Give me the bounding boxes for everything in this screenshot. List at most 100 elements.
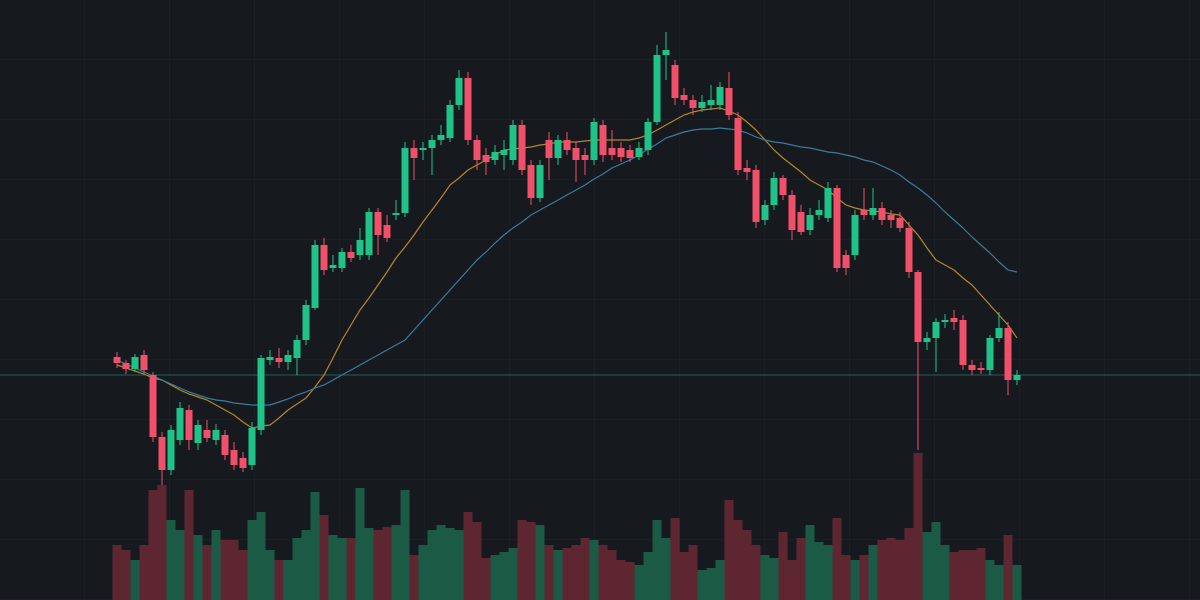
volume-bar (382, 527, 392, 600)
volume-bar (256, 512, 266, 600)
candle-body (851, 215, 859, 255)
volume-bar (157, 485, 167, 600)
candle-body (869, 208, 877, 215)
candle-body (860, 210, 868, 215)
candle-body (185, 410, 193, 440)
candle-body (1013, 375, 1021, 380)
volume-bar (679, 552, 689, 600)
volume-bar (1012, 565, 1022, 600)
candle-body (896, 218, 904, 228)
volume-bar (328, 535, 338, 600)
volume-bar (337, 538, 347, 600)
volume-bar (634, 565, 644, 600)
candle-body (806, 215, 814, 230)
candle-body (293, 340, 301, 358)
volume-bar (931, 522, 941, 600)
candle-body (671, 65, 679, 98)
volume-bar (517, 520, 527, 600)
volume-bar (616, 560, 626, 600)
candle-body (320, 245, 328, 270)
candle-body (914, 272, 922, 342)
candle-body (437, 135, 445, 140)
volume-bar (220, 540, 230, 600)
candle-body (329, 265, 337, 268)
candle-body (788, 195, 796, 230)
volume-bar (697, 570, 707, 600)
volume-bar (112, 545, 122, 600)
candle-body (455, 78, 463, 105)
candle-body (194, 425, 202, 443)
candle-body (779, 178, 787, 195)
volume-bar (175, 530, 185, 600)
volume-bar (481, 558, 491, 600)
volume-bar (778, 532, 788, 600)
candle-body (122, 363, 130, 369)
volume-bar (265, 550, 275, 600)
candle-body (950, 318, 958, 322)
volume-bar (787, 560, 797, 600)
candle-body (743, 168, 751, 172)
candle-body (527, 165, 535, 198)
volume-bar (553, 550, 563, 600)
candle-body (680, 95, 688, 100)
candle-body (644, 122, 652, 150)
volume-bar (562, 548, 572, 600)
volume-bar (958, 550, 968, 600)
volume-bar (202, 545, 212, 600)
candle-body (833, 188, 841, 268)
volume-bar (130, 560, 140, 600)
volume-bar (166, 520, 176, 600)
candle-body (986, 338, 994, 370)
volume-bar (922, 532, 932, 600)
volume-bar (391, 525, 401, 600)
volume-bar (463, 512, 473, 600)
volume-bar (400, 490, 410, 600)
volume-bar (589, 540, 599, 600)
candle-body (131, 357, 139, 369)
volume-bar (652, 520, 662, 600)
candle-body (653, 55, 661, 122)
candle-body (734, 118, 742, 170)
candle-body (689, 100, 697, 108)
volume-bar (742, 530, 752, 600)
candle-body (707, 100, 715, 105)
volume-bar (409, 555, 419, 600)
volume-bar (832, 518, 842, 600)
candle-body (581, 155, 589, 160)
volume-bar (148, 490, 158, 600)
candle-body (887, 215, 895, 220)
candle-body (995, 328, 1003, 338)
candle-body (230, 450, 238, 465)
volume-bar (904, 528, 914, 600)
candle-body (365, 212, 373, 255)
candle-body (698, 102, 706, 108)
volume-bar (436, 525, 446, 600)
volume-bar (967, 550, 977, 600)
candle-body (311, 245, 319, 308)
candle-body (356, 240, 364, 255)
candle-body (716, 87, 724, 105)
volume-bar (823, 545, 833, 600)
candle-body (959, 320, 967, 365)
candle-body (797, 212, 805, 232)
volume-bar (751, 545, 761, 600)
candle-body (518, 125, 526, 170)
volume-bar (625, 562, 635, 600)
candle-body (482, 155, 490, 162)
candle-body (176, 408, 184, 440)
candle-body (203, 430, 211, 438)
candle-body (239, 458, 247, 468)
candle-body (878, 208, 886, 220)
candle-body (599, 125, 607, 155)
volume-bar (139, 545, 149, 600)
candle-body (932, 322, 940, 338)
candle-body (842, 255, 850, 268)
candle-body (140, 355, 148, 370)
volume-bar (292, 538, 302, 600)
volume-bar (814, 542, 824, 600)
candle-body (491, 152, 499, 160)
volume-bar (841, 555, 851, 600)
volume-bar (805, 525, 815, 600)
candle-body (941, 320, 949, 322)
volume-bar (283, 560, 293, 600)
